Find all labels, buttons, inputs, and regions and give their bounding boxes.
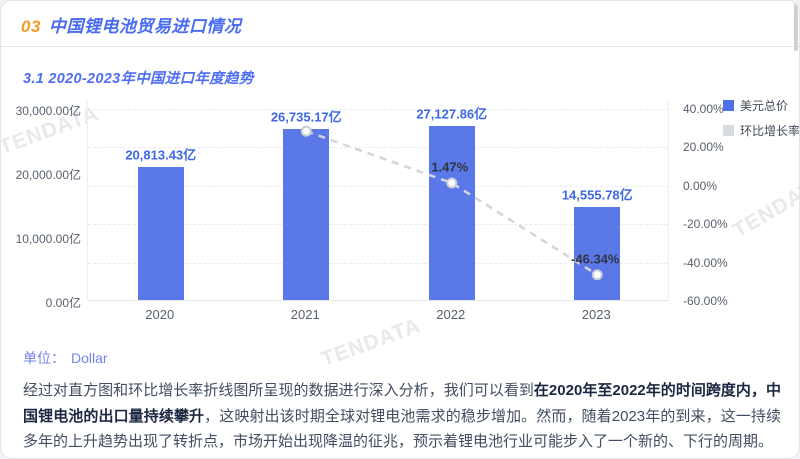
analysis-paragraph: 经过对直方图和环比增长率折线图所呈现的数据进行深入分析，我们可以看到在2020年… <box>23 378 781 455</box>
growth-rate-point-2022 <box>446 177 458 189</box>
header-divider <box>1 46 799 47</box>
unit-row: 单位： Dollar <box>23 348 108 368</box>
scrollbar-thumb[interactable] <box>794 3 798 51</box>
gridline <box>88 224 668 226</box>
gridline <box>88 185 668 187</box>
gridline <box>88 109 668 110</box>
y-axis-left-tick: 0.00亿 <box>45 296 81 310</box>
growth-rate-label-2022: 1.47% <box>431 159 469 175</box>
subsection-title: 3.1 2020-2023年中国进口年度趋势 <box>23 71 254 87</box>
growth-rate-point-2023 <box>591 269 603 281</box>
gridline <box>88 147 668 149</box>
legend-label-usd-total: 美元总价 <box>740 99 789 113</box>
legend-swatch-usd-total-icon <box>723 100 734 111</box>
y-axis-left-tick: 30,000.00亿 <box>15 104 81 118</box>
x-axis-label-2021: 2021 <box>290 307 320 322</box>
y-axis-right-tick: 0.00% <box>683 178 718 193</box>
y-axis-left-tick: 10,000.00亿 <box>15 232 81 246</box>
legend-item-usd-total[interactable]: 美元总价 <box>723 97 799 114</box>
x-axis-label-2022: 2022 <box>436 307 466 322</box>
legend-swatch-growth-rate-icon <box>723 125 734 136</box>
y-axis-right-tick: -60.00% <box>683 294 728 308</box>
unit-value: Dollar <box>71 350 108 366</box>
bar-value-label-2022: 27,127.86亿 <box>416 106 488 122</box>
bar-2023 <box>574 206 621 300</box>
legend-item-growth-rate[interactable]: 环比增长率 <box>723 122 800 139</box>
y-axis-right-tick: 20.00% <box>683 140 724 155</box>
x-axis-label-2020: 2020 <box>145 307 175 322</box>
bar-2020 <box>137 166 184 300</box>
y-axis-left-tick: 20,000.00亿 <box>15 168 81 182</box>
bar-value-label-2023: 14,555.78亿 <box>561 187 633 203</box>
legend-label-growth-rate: 环比增长率 <box>740 124 800 138</box>
section-number: 03 <box>21 17 41 36</box>
unit-label: 单位： <box>23 350 65 366</box>
x-axis-label-2023: 2023 <box>581 307 611 322</box>
bar-value-label-2020: 20,813.43亿 <box>125 147 197 163</box>
page-title: 03 中国锂电池贸易进口情况 <box>21 12 241 37</box>
plot-area: 20,813.43亿 26,735.17亿 27,127.86亿 14,555.78亿… <box>87 101 669 301</box>
growth-rate-line <box>300 125 603 281</box>
y-axis-right-tick: 40.00% <box>683 102 724 116</box>
analysis-text-2: ，这映射出该时期全球对锂电池需求的稳步增加。然而，随着2023年的到来，这一持续… <box>23 407 781 451</box>
growth-rate-point-2021 <box>300 125 312 137</box>
bar-2022 <box>428 126 475 300</box>
analysis-bold: 在2020年至2022年的时间跨度内，中国锂电池的出口量持续攀升 <box>23 382 781 425</box>
growth-rate-label-2023: -46.34% <box>571 251 620 267</box>
bar-2021 <box>283 128 330 300</box>
y-axis-right-tick: -20.00% <box>683 217 728 232</box>
section-title: 中国锂电池贸易进口情况 <box>48 17 242 36</box>
bar-value-label-2021: 26,735.17亿 <box>270 109 342 125</box>
analysis-text-1: 经过对直方图和环比增长率折线图所呈现的数据进行深入分析，我们可以看到 <box>23 382 534 399</box>
chart-legend: 美元总价 环比增长率 <box>723 97 800 147</box>
gridline <box>88 262 668 264</box>
y-axis-right-tick: -40.00% <box>683 255 728 270</box>
growth-rate-polyline <box>305 129 598 276</box>
